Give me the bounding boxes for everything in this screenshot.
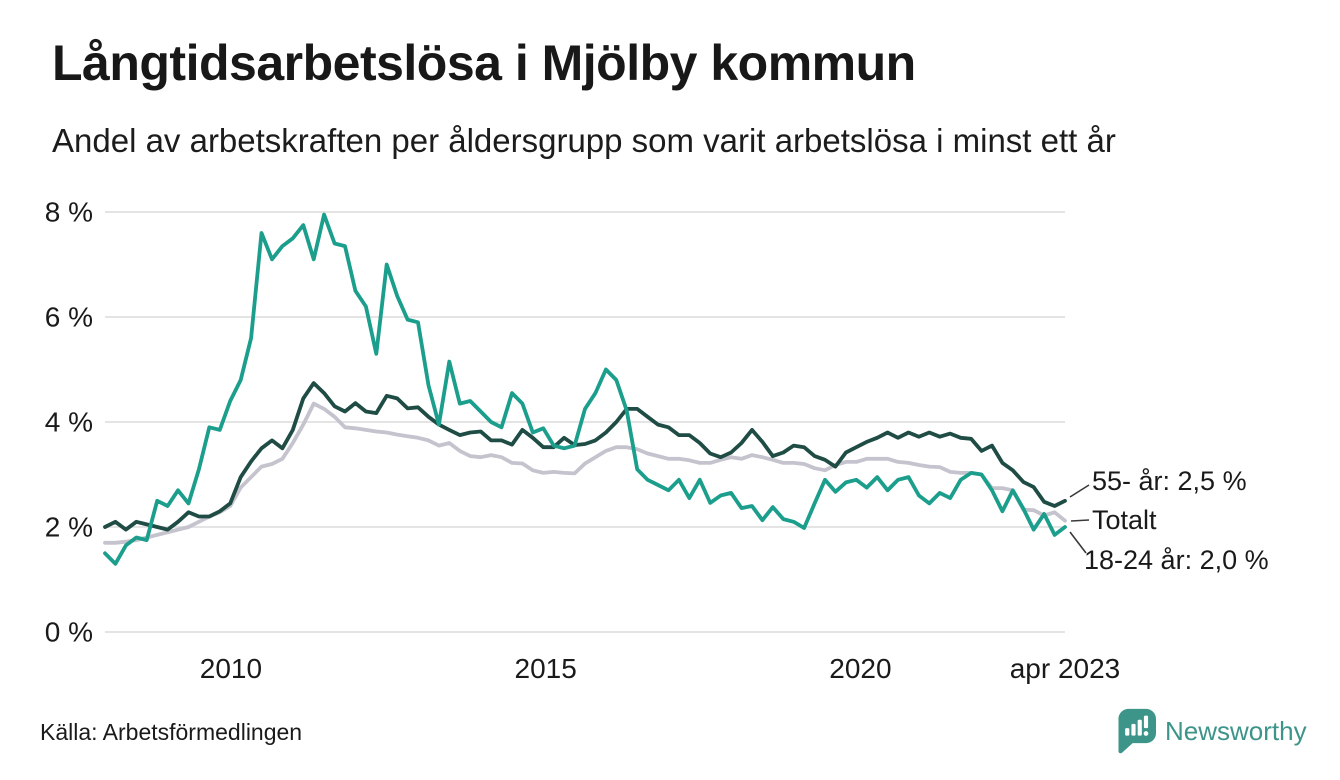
series-end-label-totalt: Totalt (1092, 505, 1157, 535)
annotation-connector (1069, 531, 1087, 554)
annotation-connector (1069, 484, 1090, 498)
series-end-label-18-24-r: 18-24 år: 2,0 % (1084, 545, 1269, 575)
x-axis-tick-label: 2020 (829, 653, 891, 684)
y-axis-tick-label: 0 % (45, 617, 93, 648)
series-line-55-r (103, 381, 1067, 532)
x-axis-tick-label: 2010 (200, 653, 262, 684)
newsworthy-logo: Newsworthy (1116, 708, 1307, 754)
series-line-totalt (103, 401, 1067, 545)
x-axis-tick-label: 2015 (515, 653, 577, 684)
newsworthy-bubble-chart-icon (1118, 708, 1156, 754)
page-subtitle: Andel av arbetskraften per åldersgrupp s… (52, 122, 1116, 159)
series-line-18-24-r (103, 212, 1067, 566)
x-axis-tick-label: apr 2023 (1010, 653, 1121, 684)
annotation-connector (1070, 519, 1090, 522)
newsworthy-wordmark: Newsworthy (1165, 715, 1307, 746)
y-axis-tick-label: 6 % (45, 302, 93, 333)
y-axis-tick-label: 4 % (45, 407, 93, 438)
source-note: Källa: Arbetsförmedlingen (40, 719, 303, 745)
series-end-label-55-r: 55- år: 2,5 % (1092, 466, 1247, 496)
page-title: Långtidsarbetslösa i Mjölby kommun (52, 35, 916, 91)
y-axis-tick-label: 2 % (45, 512, 93, 543)
y-axis-tick-label: 8 % (45, 197, 93, 228)
